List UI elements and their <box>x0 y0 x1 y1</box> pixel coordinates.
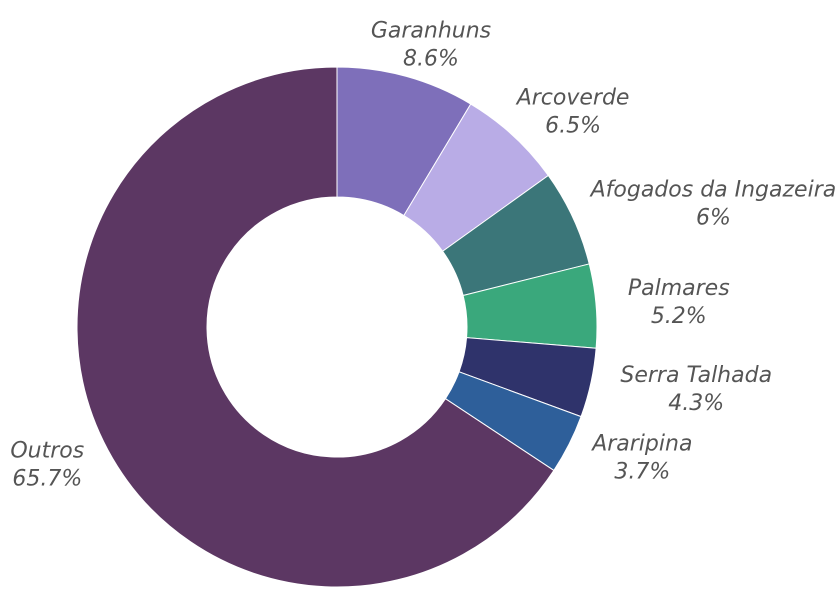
segment-value-label: 8.6% <box>403 47 459 72</box>
segment-value-label: 65.7% <box>12 466 82 491</box>
segment-value-label: 6% <box>696 205 731 230</box>
donut-segment <box>76 66 555 588</box>
segment-value-label: 3.7% <box>614 460 670 485</box>
segment-label: Afogados da Ingazeira <box>589 177 837 202</box>
segment-label: Araripina <box>590 432 692 457</box>
segment-value-label: 6.5% <box>545 113 601 138</box>
segment-label: Palmares <box>628 276 730 301</box>
segment-value-label: 5.2% <box>651 304 707 329</box>
segment-label: Arcoverde <box>515 85 630 110</box>
segment-label: Outros <box>10 438 84 463</box>
segment-label: Serra Talhada <box>620 363 772 388</box>
segment-value-label: 4.3% <box>668 391 724 416</box>
segment-label: Garanhuns <box>371 19 491 44</box>
